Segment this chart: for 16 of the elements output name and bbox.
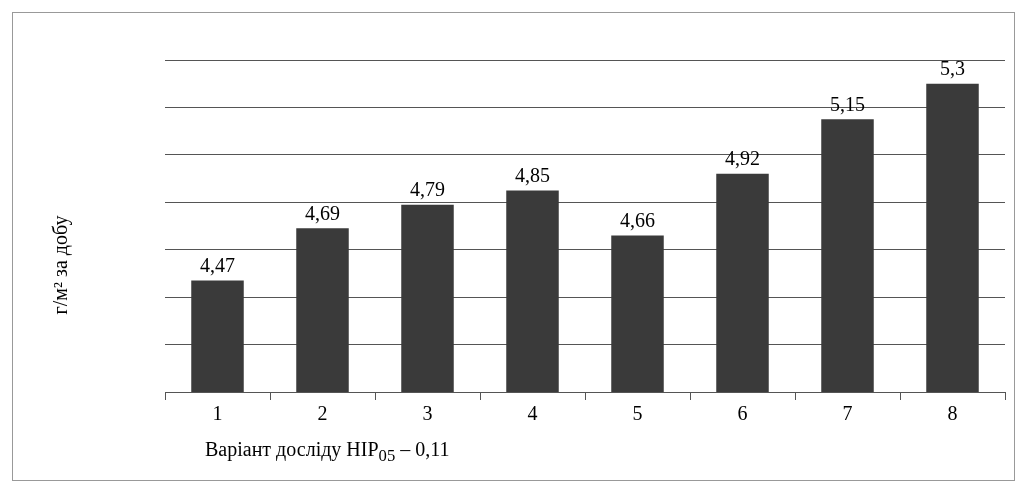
x-tick-label: 7 xyxy=(842,402,853,425)
x-tick-label: 6 xyxy=(737,402,748,425)
data-label: 4,79 xyxy=(410,177,445,200)
x-tick-label: 1 xyxy=(212,402,223,425)
data-label: 5,3 xyxy=(940,56,965,79)
x-axis-title: Варіант досліду НІР$_{05}$ – 0,11 xyxy=(205,438,450,466)
data-label: 4,66 xyxy=(620,208,655,231)
data-label: 4,47 xyxy=(200,253,235,276)
y-axis-title: г/м² за добу xyxy=(48,215,72,315)
data-label: 4,85 xyxy=(515,163,550,186)
x-tick-label: 8 xyxy=(947,402,958,425)
x-tick-label: 3 xyxy=(422,402,433,425)
x-tick-label: 5 xyxy=(632,402,643,425)
data-label: 4,69 xyxy=(305,201,340,224)
x-tick-label: 4 xyxy=(527,402,538,425)
x-tick-label: 2 xyxy=(317,402,328,425)
